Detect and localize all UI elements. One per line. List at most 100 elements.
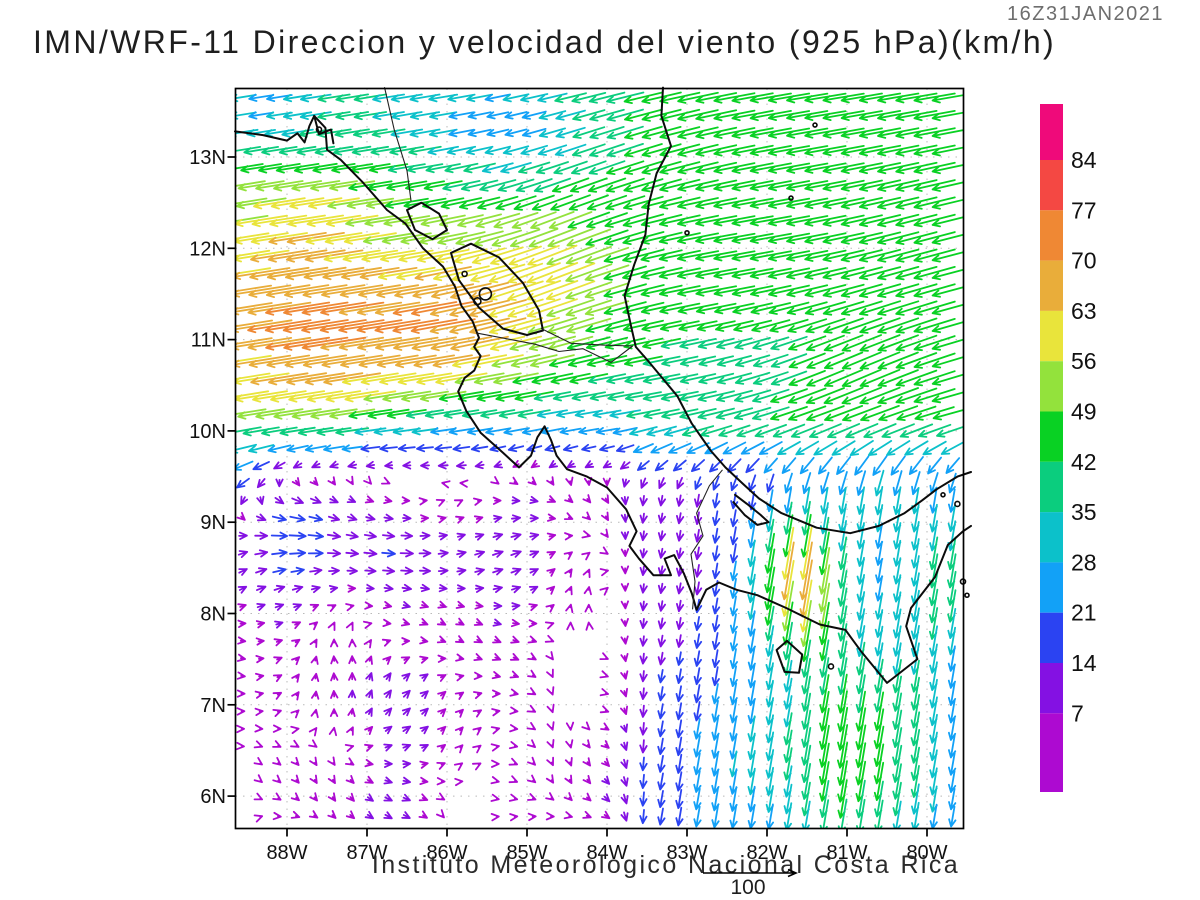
- wind-vector: [675, 771, 684, 792]
- wind-vector: [466, 93, 494, 103]
- coastline: [623, 86, 972, 535]
- wind-vector: [605, 195, 646, 211]
- wind-vector: [300, 93, 332, 103]
- wind-vector: [661, 408, 699, 420]
- wind-vector: [677, 179, 719, 192]
- wind-vector: [411, 336, 475, 352]
- wind-vector: [545, 792, 555, 801]
- wind-vector: [659, 91, 701, 104]
- wind-vector: [418, 497, 428, 506]
- wind-vector: [418, 810, 428, 819]
- wind-vector: [394, 283, 456, 299]
- wind-vector: [357, 336, 421, 351]
- wind-vector: [502, 93, 530, 103]
- wind-vector: [713, 144, 756, 157]
- wind-vector: [347, 689, 357, 699]
- wind-vector: [948, 787, 957, 811]
- wind-vector: [356, 319, 421, 334]
- wind-vector: [772, 423, 806, 438]
- wind-vector: [913, 283, 956, 298]
- caption-text: Instituto Meteorologico Nacional Costa R…: [372, 851, 960, 879]
- wind-vector: [359, 267, 418, 281]
- wind-vector: [758, 441, 783, 455]
- wind-vector: [400, 531, 414, 540]
- wind-vector: [379, 444, 398, 453]
- wind-vector: [327, 604, 337, 612]
- wind-vector: [805, 387, 845, 405]
- wind-vector: [895, 92, 938, 104]
- wind-vector: [731, 197, 774, 209]
- colorbar-tick-label: 28: [1071, 549, 1097, 575]
- wind-vector: [693, 633, 703, 649]
- wind-vector: [599, 652, 609, 660]
- wind-vector: [565, 281, 613, 300]
- wind-vector: [236, 741, 245, 751]
- wind-vector: [711, 666, 720, 687]
- wind-vector: [822, 214, 865, 227]
- wind-vector: [806, 352, 845, 369]
- wind-vector: [330, 655, 339, 665]
- wind-vector: [341, 267, 400, 281]
- wind-vector: [364, 707, 373, 717]
- wind-vector: [677, 143, 719, 157]
- wind-vector: [713, 197, 756, 209]
- wind-vector: [236, 511, 246, 521]
- wind-vector: [820, 471, 830, 495]
- wind-vector: [253, 757, 263, 766]
- x-tick-label: 84W: [586, 842, 627, 864]
- wind-vector: [527, 669, 537, 678]
- wind-vector: [677, 109, 719, 122]
- wind-vector: [419, 655, 429, 664]
- wind-vector: [381, 549, 396, 558]
- wind-vector: [290, 792, 300, 802]
- wind-vector: [831, 440, 856, 456]
- wind-vector: [678, 320, 718, 332]
- wind-vector: [470, 263, 526, 283]
- wind-vector: [253, 197, 306, 210]
- wind-vector: [436, 809, 445, 819]
- wind-vector: [381, 638, 392, 647]
- wind-vector: [641, 178, 682, 193]
- wind-vector: [335, 93, 369, 103]
- wind-vector: [931, 373, 964, 386]
- wind-vector: [786, 197, 829, 209]
- wind-vector: [566, 460, 576, 469]
- wind-vector: [624, 125, 663, 140]
- wind-vector: [459, 479, 469, 488]
- wind-vector: [379, 372, 435, 386]
- wind-vector: [476, 390, 520, 402]
- wind-vector: [420, 514, 429, 523]
- wind-vector: [382, 601, 393, 610]
- wind-vector: [235, 354, 292, 368]
- wind-vector: [749, 127, 792, 139]
- wind-vector: [479, 179, 517, 192]
- wind-vector: [316, 128, 352, 138]
- wind-vector: [488, 317, 544, 335]
- wind-vector: [265, 301, 331, 316]
- wind-vector: [492, 618, 502, 627]
- wind-vector: [400, 566, 414, 575]
- wind-vector: [382, 531, 396, 540]
- wind-vector: [822, 266, 865, 280]
- wind-vector: [371, 128, 406, 138]
- wind-vector: [240, 163, 283, 174]
- wind-vector: [622, 213, 665, 228]
- wind-vector: [917, 423, 952, 438]
- wind-vector: [632, 443, 654, 454]
- wind-vector: [752, 406, 790, 421]
- wind-vector: [563, 792, 573, 802]
- wind-vector: [491, 759, 500, 768]
- wind-vector: [314, 145, 354, 156]
- wind-vector: [840, 92, 883, 104]
- wind-vector: [402, 513, 412, 523]
- wind-vector: [347, 513, 358, 522]
- wind-vector: [731, 232, 774, 244]
- wind-vector: [860, 405, 900, 422]
- wind-vector: [475, 584, 485, 593]
- wind-vector: [480, 409, 516, 419]
- wind-vector: [694, 564, 703, 578]
- wind-vector: [310, 496, 322, 504]
- river-line: [540, 328, 632, 347]
- wind-vector: [564, 494, 574, 504]
- wind-vector: [877, 196, 920, 210]
